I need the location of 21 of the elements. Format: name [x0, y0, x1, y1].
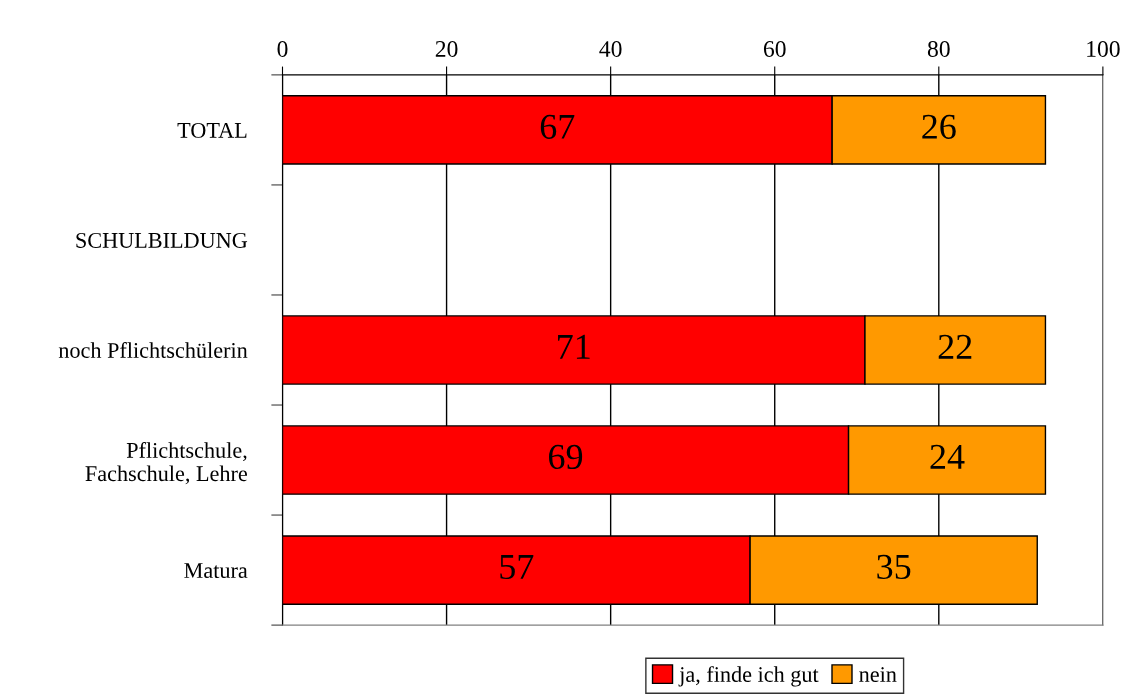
data-label: 71 — [558, 334, 590, 359]
data-label: 67 — [540, 114, 575, 139]
x-tick-label: 0 — [277, 40, 288, 57]
x-tick-label: 20 — [435, 40, 458, 57]
y-tick-label: TOTAL — [177, 122, 247, 138]
legend-label: ja, finde ich gut — [678, 666, 819, 687]
y-tick-label: Matura — [184, 563, 248, 579]
data-label: 24 — [930, 444, 965, 469]
data-label: 22 — [938, 334, 972, 359]
y-tick-label: noch Pflichtschülerin — [58, 342, 248, 358]
y-tick-label: Pflichtschule, Fachschule, Lehre — [85, 442, 247, 485]
x-tick-label: 80 — [927, 40, 950, 57]
x-tick-label: 40 — [599, 40, 622, 57]
x-tick-label: 100 — [1087, 40, 1120, 57]
legend-label: nein — [859, 667, 897, 682]
data-label: 35 — [877, 554, 911, 580]
y-tick-label: SCHULBILDUNG — [76, 232, 248, 248]
data-label: 69 — [549, 444, 583, 470]
data-label: 26 — [922, 114, 956, 139]
data-label: 57 — [500, 555, 534, 580]
x-tick-label: 60 — [763, 40, 786, 57]
